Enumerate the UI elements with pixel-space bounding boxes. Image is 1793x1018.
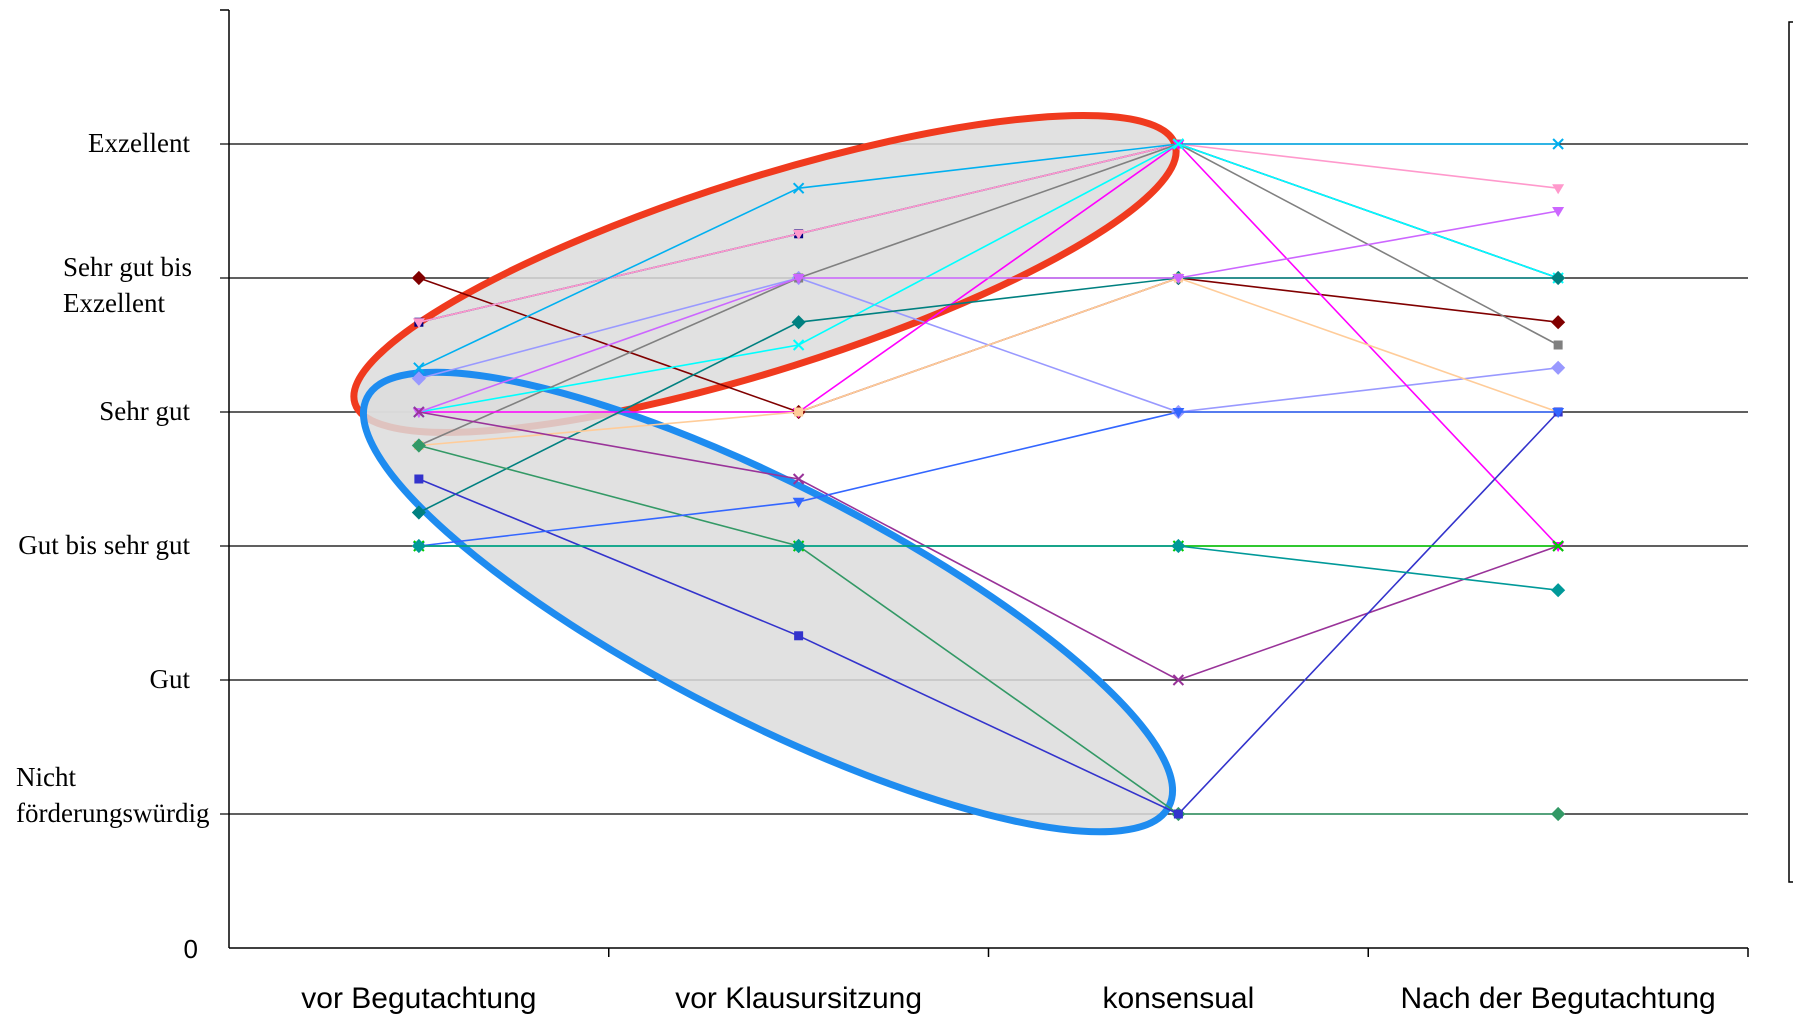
series-line bbox=[418, 545, 1559, 591]
series-line bbox=[418, 411, 1559, 547]
x-axis-labels: vor Begutachtung vor Klausursitzung konsen… bbox=[301, 982, 1715, 1015]
y-tick-label: Gut bbox=[150, 664, 191, 694]
y-tick-label-line: Exzellent bbox=[63, 288, 165, 318]
series-marker bbox=[413, 362, 425, 374]
series-line bbox=[418, 210, 1559, 413]
series-marker bbox=[792, 229, 805, 240]
blue-annotation-ellipse bbox=[359, 368, 1177, 836]
series-marker bbox=[794, 631, 804, 641]
series-marker bbox=[791, 538, 806, 554]
y-tick-label: Sehr gut bis Exzellent bbox=[63, 252, 192, 318]
series-marker bbox=[1552, 207, 1565, 217]
series-marker bbox=[1551, 583, 1566, 598]
y-tick-label-line: Sehr gut bis bbox=[63, 252, 192, 282]
series-marker bbox=[792, 497, 805, 508]
series-marker bbox=[1172, 274, 1185, 284]
series-marker bbox=[411, 438, 426, 453]
series-marker bbox=[1553, 340, 1563, 350]
series-marker bbox=[1551, 360, 1566, 375]
legend-box bbox=[1788, 21, 1793, 883]
series-marker bbox=[794, 407, 804, 417]
series-marker bbox=[1551, 315, 1566, 330]
series-marker bbox=[413, 406, 425, 418]
series-marker bbox=[792, 339, 805, 351]
series-line bbox=[418, 277, 1559, 514]
annotation-ellipses bbox=[350, 112, 1180, 836]
y-axis-labels: Nicht förderungswürdig Gut Gut bis sehr gut… bbox=[16, 128, 209, 828]
series-marker bbox=[791, 315, 806, 330]
y-axis-zero-label: 0 bbox=[184, 934, 198, 964]
series-line bbox=[418, 143, 1559, 369]
series-marker bbox=[1551, 806, 1566, 822]
series-marker bbox=[412, 318, 425, 329]
series-marker bbox=[1172, 138, 1185, 150]
series-marker bbox=[1552, 540, 1564, 552]
series-marker bbox=[1172, 408, 1185, 418]
series-marker bbox=[414, 474, 424, 484]
series-line bbox=[418, 411, 1559, 815]
x-tick-label: vor Begutachtung bbox=[301, 982, 536, 1015]
series-marker bbox=[1552, 408, 1565, 418]
series-marker bbox=[411, 505, 426, 520]
series-marker bbox=[1552, 138, 1564, 150]
y-tick-label-line: Nicht bbox=[16, 762, 76, 792]
y-tick-label: Exzellent bbox=[88, 128, 190, 158]
series-marker bbox=[411, 538, 426, 554]
y-tick-label-line: förderungswürdig bbox=[16, 798, 209, 828]
y-tick-label: Gut bis sehr gut bbox=[18, 530, 190, 560]
x-tick-label: vor Klausursitzung bbox=[675, 982, 922, 1015]
series-marker bbox=[792, 182, 805, 194]
y-tick-label: Nicht förderungswürdig bbox=[16, 762, 209, 828]
series-marker bbox=[792, 473, 805, 485]
series-marker bbox=[792, 274, 805, 284]
series-marker bbox=[1173, 809, 1183, 819]
series-marker bbox=[1172, 674, 1185, 686]
series-marker bbox=[1552, 184, 1565, 195]
x-axis-ticks bbox=[608, 948, 1749, 957]
series-line bbox=[418, 277, 1559, 447]
series-line bbox=[418, 143, 1559, 413]
series-marker bbox=[411, 371, 426, 386]
x-tick-label: Nach der Begutachtung bbox=[1401, 982, 1716, 1015]
y-tick-label: Sehr gut bbox=[99, 396, 190, 426]
series-marker bbox=[1171, 538, 1186, 554]
series-line bbox=[418, 444, 1559, 815]
series-marker bbox=[1551, 270, 1566, 286]
series-lines bbox=[411, 138, 1566, 822]
x-tick-label: konsensual bbox=[1102, 982, 1254, 1015]
series-marker bbox=[411, 270, 426, 286]
